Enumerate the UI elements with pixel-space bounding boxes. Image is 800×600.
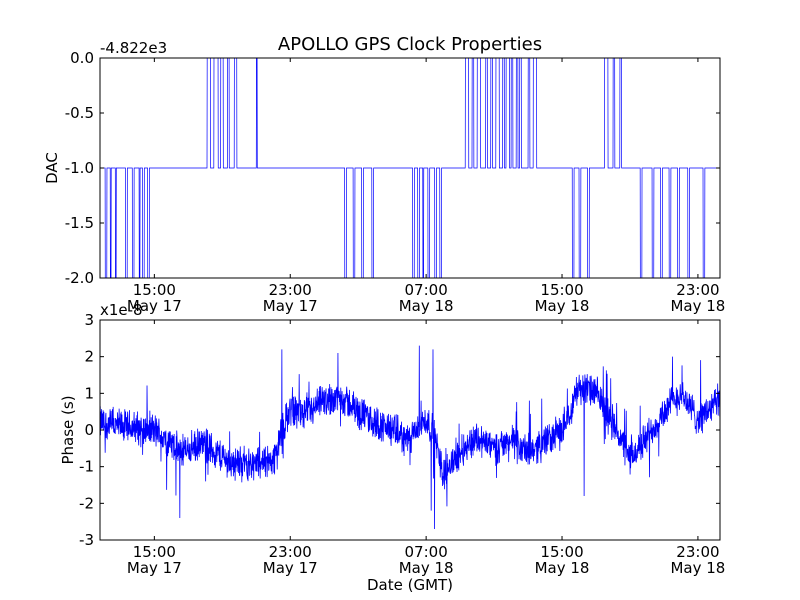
x-tick-label-time: 23:00	[269, 281, 312, 299]
x-tick-label-time: 07:00	[405, 543, 448, 561]
y-axis-label: DAC	[43, 152, 61, 184]
y-axis-label: Phase (s)	[59, 395, 77, 464]
y-tick-label: -2	[79, 494, 94, 512]
x-tick-label-time: 23:00	[676, 543, 719, 561]
x-tick-label-date: May 17	[127, 297, 182, 315]
y-tick-label: -2.0	[65, 269, 94, 287]
x-tick-label-date: May 18	[535, 559, 590, 577]
x-tick-label-time: 23:00	[676, 281, 719, 299]
y-tick-label: -1.5	[65, 214, 94, 232]
x-tick-label-time: 23:00	[269, 543, 312, 561]
figure-title: APOLLO GPS Clock Properties	[278, 34, 542, 55]
y-tick-label: -1	[79, 458, 94, 476]
x-tick-label-date: May 18	[670, 559, 725, 577]
phase-series-line	[100, 345, 720, 530]
x-tick-label-time: 15:00	[540, 543, 583, 561]
y-offset-text: x1e-8	[100, 301, 143, 319]
x-tick-label-date: May 17	[263, 559, 318, 577]
x-tick-label-date: May 17	[263, 297, 318, 315]
x-tick-label-date: May 18	[670, 297, 725, 315]
x-tick-label-time: 15:00	[540, 281, 583, 299]
x-tick-label-time: 15:00	[133, 281, 176, 299]
x-tick-label-time: 07:00	[405, 281, 448, 299]
x-tick-label-date: May 18	[399, 297, 454, 315]
x-tick-label-date: May 18	[399, 559, 454, 577]
y-offset-text: -4.822e3	[100, 39, 167, 57]
y-tick-label: 1	[84, 384, 94, 402]
y-tick-label: -3	[79, 531, 94, 549]
dac-series-line	[100, 58, 720, 278]
y-tick-label: -0.5	[65, 104, 94, 122]
x-tick-label-date: May 18	[535, 297, 590, 315]
y-tick-label: 0	[84, 421, 94, 439]
x-tick-label-date: May 17	[127, 559, 182, 577]
y-tick-label: -1.0	[65, 159, 94, 177]
x-tick-label-time: 15:00	[133, 543, 176, 561]
y-tick-label: 3	[84, 311, 94, 329]
x-axis-label: Date (GMT)	[367, 576, 453, 594]
y-tick-label: 0.0	[70, 49, 94, 67]
y-tick-label: 2	[84, 348, 94, 366]
